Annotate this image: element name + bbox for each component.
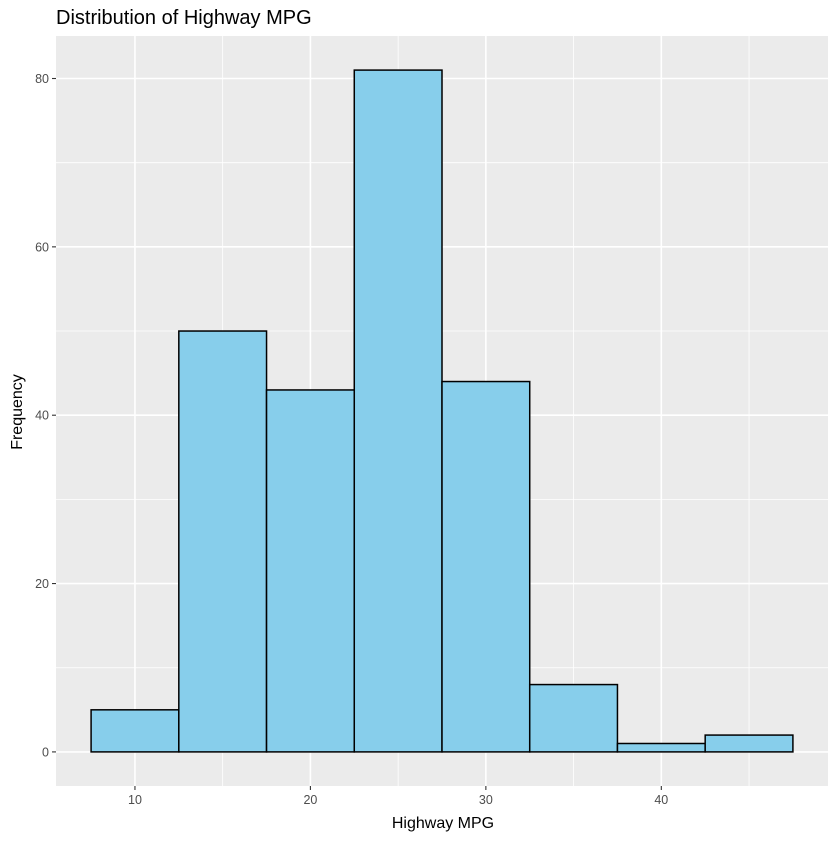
- chart-title: Distribution of Highway MPG: [56, 7, 312, 29]
- histogram-bar: [441, 380, 531, 753]
- y-tick-label: 20: [35, 577, 49, 591]
- x-tick-label: 30: [479, 793, 493, 807]
- y-tick-label: 60: [35, 240, 49, 254]
- y-tick-label: 80: [35, 72, 49, 86]
- y-tick-label: 40: [35, 409, 49, 423]
- x-tick-label: 40: [654, 793, 668, 807]
- histogram-bar: [90, 709, 180, 753]
- x-tick-label: 10: [128, 793, 142, 807]
- histogram-bar: [528, 683, 619, 753]
- y-axis-ticks: 0 20 40 60 80: [35, 72, 56, 759]
- bars: [90, 69, 794, 753]
- y-axis-label: Frequency: [9, 374, 26, 450]
- histogram-bar: [704, 734, 794, 753]
- histogram-bar: [178, 330, 268, 753]
- histogram-bar: [265, 389, 356, 753]
- y-tick-label: 0: [42, 745, 49, 759]
- x-axis-label: Highway MPG: [392, 815, 494, 832]
- histogram-bar: [353, 69, 443, 753]
- histogram-bar: [616, 742, 706, 753]
- x-tick-label: 20: [303, 793, 317, 807]
- x-axis-ticks: 10 20 30 40: [128, 786, 668, 807]
